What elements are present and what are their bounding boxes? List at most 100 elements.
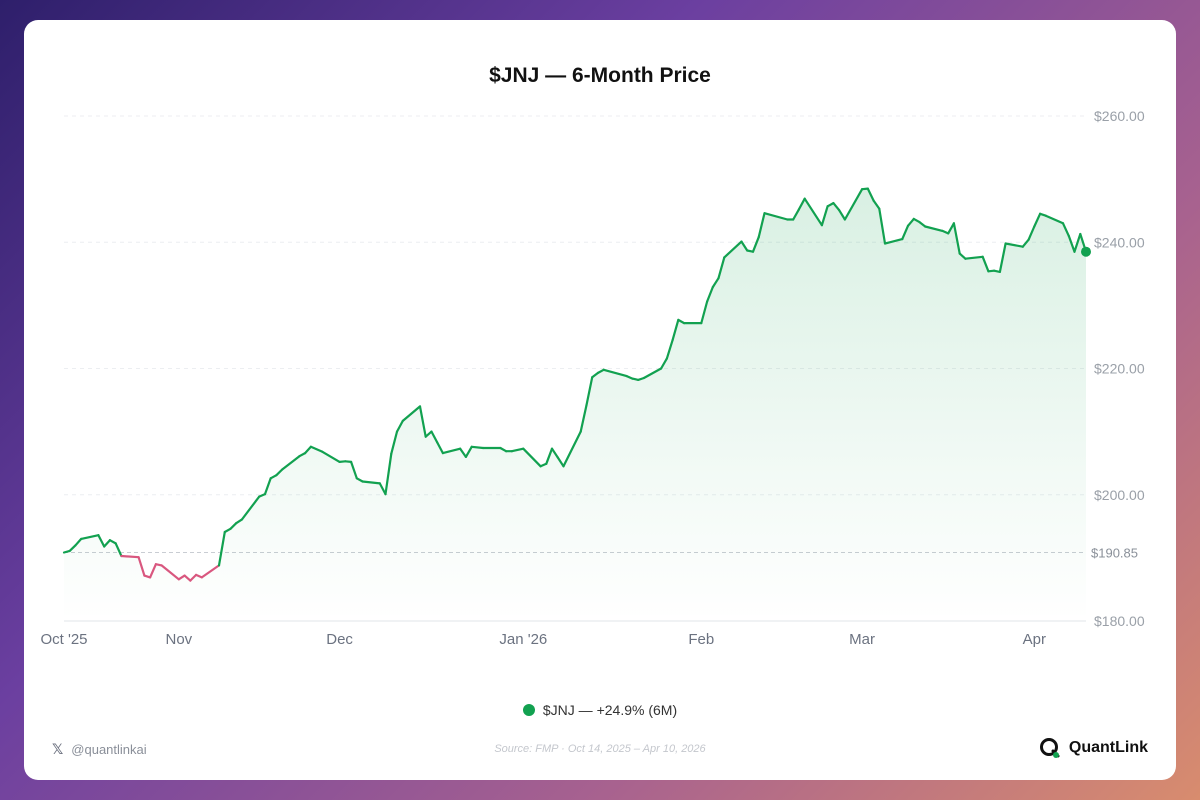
x-tick-label: Dec (326, 631, 353, 648)
handle-text: @quantlinkai (71, 742, 147, 757)
x-tick-label: Feb (688, 631, 714, 648)
price-segment (803, 197, 824, 227)
chart-title: $JNJ — 6-Month Price (489, 64, 711, 87)
brand-mark: QuantLink (1039, 737, 1148, 759)
chart-card: $JNJ — 6-Month Price $180.00 $200.00 $220.… (24, 20, 1176, 780)
price-segment (918, 221, 927, 228)
price-segment (545, 447, 554, 465)
price-segment (998, 242, 1007, 273)
chart-legend: $JNJ — +24.9% (6M) (24, 702, 1176, 718)
price-segment (304, 445, 312, 455)
price-segment (792, 208, 801, 221)
price-segment (763, 212, 789, 221)
price-segment (217, 530, 226, 567)
price-segment (797, 197, 806, 211)
price-segment (820, 205, 829, 227)
price-segment (826, 202, 835, 208)
price-segment (470, 445, 485, 450)
price-segment (441, 447, 462, 455)
price-segment (384, 452, 393, 496)
price-segment (418, 405, 427, 438)
price-segment (68, 544, 77, 553)
price-segment (906, 217, 915, 227)
price-segment (878, 207, 887, 245)
price-segment (355, 477, 364, 483)
price-segment (711, 277, 720, 289)
price-segment (579, 404, 588, 433)
price-segment (1067, 234, 1076, 253)
price-segment (562, 430, 582, 468)
price-segment (200, 564, 221, 579)
price-segment (901, 224, 910, 241)
label-layer: $180.00 $200.00 $220.00 $240.00 $260.00 $190.… (40, 108, 1144, 648)
price-segment (80, 534, 100, 541)
y-tick-label: $180.00 (1094, 613, 1145, 629)
price-segment (717, 256, 726, 280)
price-segment (281, 455, 301, 471)
y-tick-label: $220.00 (1094, 361, 1145, 377)
x-tick-label: Jan '26 (499, 631, 547, 648)
price-segment (183, 574, 192, 582)
price-segment (309, 445, 324, 453)
price-segment (556, 456, 565, 468)
brand-name: QuantLink (1068, 739, 1148, 756)
price-segment (1044, 214, 1065, 225)
price-segment (700, 300, 709, 325)
area-layer (64, 188, 1086, 621)
price-segment (659, 357, 669, 370)
price-segment (275, 468, 284, 477)
price-segment (832, 202, 841, 212)
price-segment (390, 430, 399, 455)
price-segment (1061, 222, 1070, 237)
x-tick-label: Nov (165, 631, 192, 648)
y-tick-label: $200.00 (1094, 487, 1145, 503)
price-segment (240, 495, 261, 521)
x-logo-icon: 𝕏 (52, 741, 64, 757)
price-segment (97, 534, 106, 548)
price-segment (883, 238, 904, 245)
y-tick-label: $240.00 (1094, 234, 1145, 250)
price-segment (74, 537, 83, 547)
price-segment (723, 240, 743, 259)
price-segment (395, 419, 404, 433)
quantlink-logo-icon (1039, 738, 1060, 758)
price-segment (114, 542, 123, 558)
price-segment (947, 222, 956, 235)
legend-marker (522, 704, 535, 716)
price-segment (229, 522, 238, 530)
legend-label: $JNJ — +24.9% (6M) (542, 702, 678, 718)
price-segment (843, 188, 864, 221)
price-segment (585, 376, 594, 407)
price-segment (160, 564, 180, 581)
price-chart: $180.00 $200.00 $220.00 $240.00 $260.00 $190.… (40, 108, 1144, 648)
price-segment (924, 225, 944, 232)
price-segment (671, 318, 680, 342)
price-segment (120, 554, 140, 559)
price-segment (952, 222, 961, 255)
price-segment (1073, 232, 1082, 253)
source-note: Source: FMP · Oct 14, 2025 – Apr 10, 202… (494, 743, 706, 755)
price-segment (137, 556, 146, 577)
price-segment (189, 573, 198, 582)
price-segment (235, 518, 244, 525)
price-segment (872, 199, 881, 210)
social-handle[interactable]: 𝕏 @quantlinkai (52, 741, 147, 758)
price-segment (350, 460, 358, 480)
price-segment (436, 441, 444, 455)
price-segment (1004, 242, 1024, 248)
price-segment (430, 430, 439, 444)
x-tick-label: Apr (1023, 631, 1046, 648)
price-segment (591, 371, 600, 379)
x-tick-label: Mar (849, 631, 875, 648)
price-segment (424, 430, 433, 438)
price-segment (459, 447, 467, 458)
price-segment (321, 450, 341, 463)
price-segment (401, 405, 422, 422)
price-segment (378, 482, 387, 496)
y-tick-label: $260.00 (1094, 108, 1145, 124)
price-segment (740, 240, 749, 252)
price-segment (757, 212, 766, 239)
price-segment (642, 367, 663, 380)
price-segment (751, 236, 760, 253)
price-segment (1021, 238, 1030, 248)
